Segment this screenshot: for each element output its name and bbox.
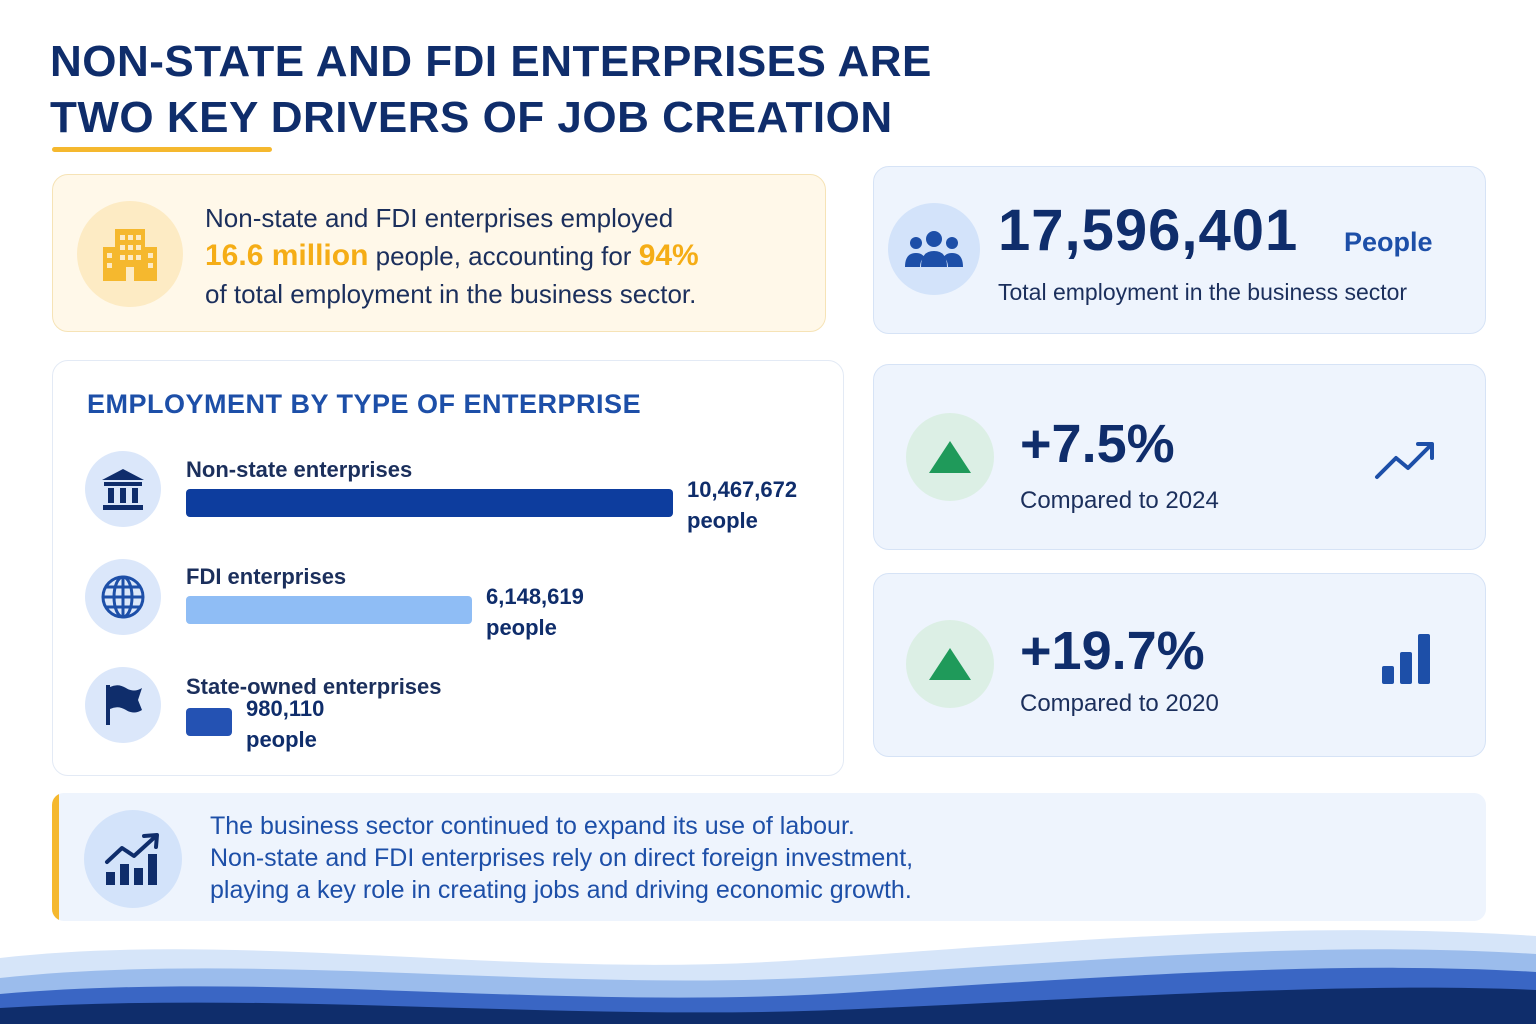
people-group-icon [888, 203, 980, 295]
note-line-2: Non-state and FDI enterprises rely on di… [210, 844, 914, 872]
title-line-2: TWO KEY DRIVERS OF JOB CREATION [50, 93, 893, 142]
note-text: The business sector continued to expand … [210, 810, 913, 906]
summary-line-1: Non-state and FDI enterprises employed [205, 203, 674, 233]
triangle-up-icon [906, 620, 994, 708]
growth-caption-2024: Compared to 2024 [1020, 487, 1219, 514]
bar-value-number: 6,148,619 [486, 584, 584, 609]
bar-label-non-state: Non-state enterprises [186, 457, 413, 482]
bar-label-fdi: FDI enterprises [186, 564, 347, 589]
institution-icon [85, 451, 161, 527]
employment-chart-card: EMPLOYMENT BY TYPE OF ENTERPRISE Non-sta… [52, 360, 844, 776]
summary-line-2: 16.6 million people, accounting for 94% [205, 237, 815, 275]
building-icon [77, 201, 183, 307]
trend-up-arrow-icon [1374, 439, 1436, 486]
bar-chart-icon [1382, 632, 1434, 689]
summary-card: Non-state and FDI enterprises employed 1… [52, 174, 826, 332]
bar-value-number: 10,467,672 [687, 477, 798, 502]
page-title: NON-STATE AND FDI ENTERPRISES ARE TWO KE… [50, 34, 932, 146]
note-line-1: The business sector continued to expand … [210, 812, 855, 840]
growth-chart-icon [84, 810, 182, 908]
growth-value-2024: +7.5% [1020, 414, 1175, 474]
globe-icon [85, 559, 161, 635]
bar-value-unit: people [486, 615, 557, 640]
bar-value-non-state: 10,467,672 people [687, 474, 797, 536]
chart-title: EMPLOYMENT BY TYPE OF ENTERPRISE [87, 389, 642, 419]
decorative-wave [0, 930, 1536, 1024]
growth-card-2020: +19.7% Compared to 2020 [873, 573, 1486, 757]
note-line-3: playing a key role in creating jobs and … [210, 876, 912, 904]
bar-state-owned [186, 708, 232, 736]
summary-text: Non-state and FDI enterprises employed 1… [205, 199, 815, 313]
bar-value-fdi: 6,148,619 people [486, 581, 584, 643]
growth-card-2024: +7.5% Compared to 2024 [873, 364, 1486, 550]
title-underline [52, 147, 272, 152]
summary-text-middle: people, accounting for [368, 241, 639, 271]
total-employment-unit: People [1344, 227, 1433, 257]
growth-value-2020: +19.7% [1020, 621, 1205, 681]
bar-fdi [186, 596, 472, 624]
total-employment-card: 17,596,401 People Total employment in th… [873, 166, 1486, 334]
total-employment-caption: Total employment in the business sector [998, 279, 1408, 305]
summary-highlight-percent: 94% [638, 239, 699, 272]
flag-icon [85, 667, 161, 743]
bar-value-number: 980,110 [246, 696, 325, 721]
triangle-up-icon [906, 413, 994, 501]
note-accent-bar [52, 793, 59, 921]
bar-value-unit: people [246, 727, 317, 752]
summary-line-3: of total employment in the business sect… [205, 279, 697, 309]
total-employment-number: 17,596,401 [998, 198, 1299, 263]
bar-label-state-owned: State-owned enterprises [186, 674, 442, 699]
bar-value-unit: people [687, 508, 758, 533]
summary-note-card: The business sector continued to expand … [52, 793, 1486, 921]
bar-non-state [186, 489, 673, 517]
bar-value-state-owned: 980,110 people [246, 693, 324, 755]
title-line-1: NON-STATE AND FDI ENTERPRISES ARE [50, 37, 932, 86]
growth-caption-2020: Compared to 2020 [1020, 690, 1219, 717]
summary-highlight-value: 16.6 million [205, 239, 369, 272]
